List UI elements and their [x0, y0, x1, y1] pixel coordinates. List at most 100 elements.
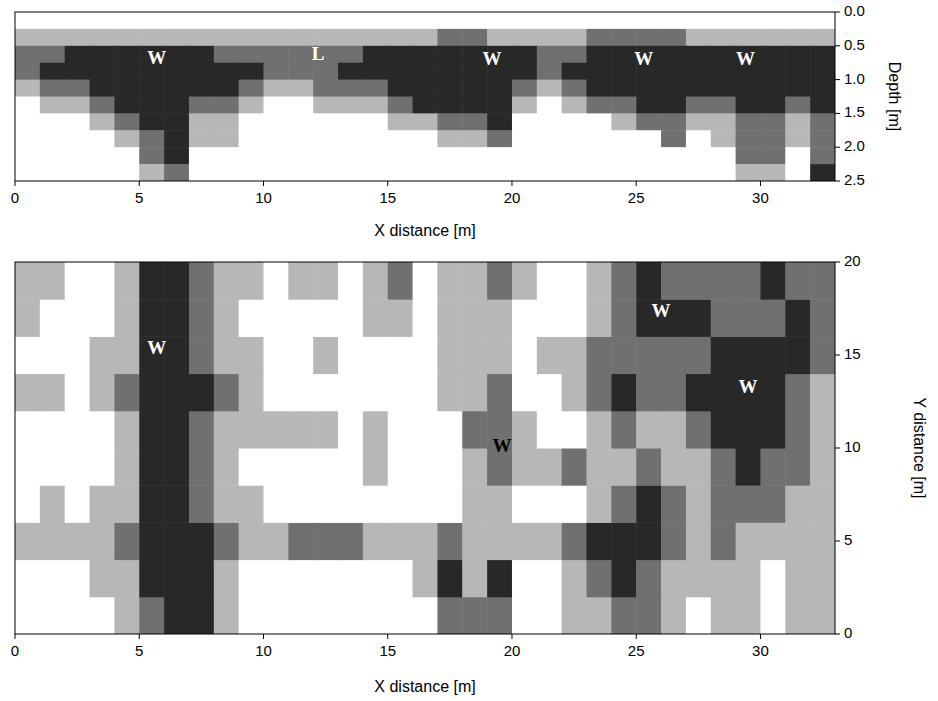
cell: [785, 80, 810, 97]
cell: [114, 597, 139, 634]
cell: [214, 113, 239, 130]
cell: [15, 411, 40, 449]
cell: [313, 299, 338, 337]
cell: [338, 46, 363, 63]
cell: [189, 522, 214, 560]
cell: [338, 411, 363, 449]
cell: [562, 411, 587, 449]
cell: [686, 164, 711, 181]
cell: [760, 299, 785, 337]
cell: [139, 485, 164, 523]
cell: [437, 448, 462, 486]
y-tick-label: 5: [844, 531, 852, 548]
cell: [288, 522, 313, 560]
cell: [239, 411, 264, 449]
cell: [562, 63, 587, 80]
cell: [139, 164, 164, 181]
cell: [711, 560, 736, 598]
annotation: W: [147, 47, 166, 68]
cell: [562, 130, 587, 147]
cell: [437, 46, 462, 63]
cell: [736, 113, 761, 130]
cell: [288, 80, 313, 97]
cell: [611, 113, 636, 130]
cell: [263, 560, 288, 598]
cell: [562, 113, 587, 130]
cell: [611, 448, 636, 486]
cell: [263, 448, 288, 486]
cell: [239, 97, 264, 114]
cell: [363, 485, 388, 523]
cell: [313, 63, 338, 80]
cell: [661, 522, 686, 560]
cell: [363, 12, 388, 29]
cell: [164, 12, 189, 29]
cell: [437, 374, 462, 412]
cell: [711, 113, 736, 130]
cell: [40, 262, 65, 300]
cell: [487, 130, 512, 147]
cell: [462, 97, 487, 114]
cell: [760, 411, 785, 449]
cell: [65, 374, 90, 412]
cell: [562, 12, 587, 29]
cell: [313, 97, 338, 114]
cell: [562, 299, 587, 337]
cell: [239, 374, 264, 412]
cell: [562, 560, 587, 598]
cell: [65, 29, 90, 46]
cell: [760, 12, 785, 29]
cell: [810, 485, 835, 523]
cell: [760, 262, 785, 300]
cell: [338, 336, 363, 374]
cell: [164, 130, 189, 147]
cell: [363, 411, 388, 449]
cell: [785, 29, 810, 46]
cell: [636, 80, 661, 97]
cell: [388, 113, 413, 130]
cell: [413, 262, 438, 300]
cell: [736, 97, 761, 114]
cell: [661, 262, 686, 300]
cell: [189, 560, 214, 598]
cell: [686, 522, 711, 560]
cell: [785, 63, 810, 80]
cell: [760, 63, 785, 80]
cell: [363, 374, 388, 412]
cell: [661, 147, 686, 164]
cell: [413, 597, 438, 634]
cell: [462, 164, 487, 181]
cell: [40, 336, 65, 374]
cell: [15, 29, 40, 46]
cell: [537, 411, 562, 449]
cell: [214, 63, 239, 80]
cell: [611, 164, 636, 181]
cell: [785, 147, 810, 164]
cell: [462, 411, 487, 449]
plot-background: [15, 262, 835, 634]
cell: [214, 164, 239, 181]
cell: [537, 485, 562, 523]
cell: [388, 597, 413, 634]
cell: [587, 485, 612, 523]
cell: [65, 336, 90, 374]
y-tick-label: 20: [844, 252, 861, 269]
cell: [90, 147, 115, 164]
cell: [263, 29, 288, 46]
cell: [587, 130, 612, 147]
cell: [487, 597, 512, 634]
cell: [413, 411, 438, 449]
cell: [65, 97, 90, 114]
cell: [40, 374, 65, 412]
cell: [164, 299, 189, 337]
cell: [90, 63, 115, 80]
y-tick: [835, 355, 840, 356]
cell: [810, 597, 835, 634]
y-tick: [835, 147, 840, 148]
cell: [388, 374, 413, 412]
cell: [139, 97, 164, 114]
cell: [114, 97, 139, 114]
cell: [288, 374, 313, 412]
cell: [338, 147, 363, 164]
cell: [288, 29, 313, 46]
